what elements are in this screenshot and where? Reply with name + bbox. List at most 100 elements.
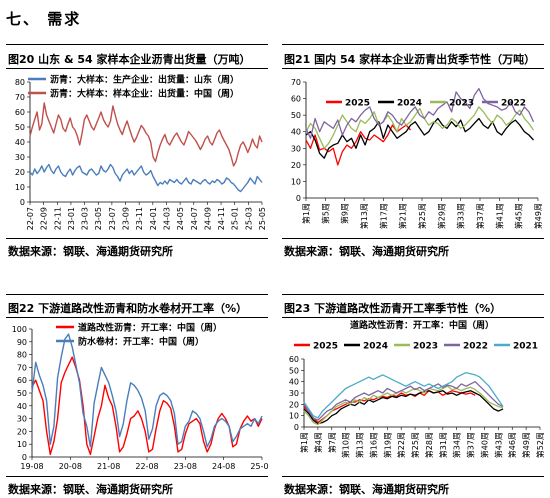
x-tick-label: 第16周 [368,432,378,458]
legend-label-1: 防水卷材：开工率：中国（周） [78,336,204,348]
y-tick-label: 60 [17,376,27,385]
legend-label-1: 2024 [363,342,388,352]
panel4-mid-rule [282,317,544,318]
panel1-source: 数据来源：钢联、海通期货研究所 [8,245,173,258]
x-tick-label: 24-08 [212,462,235,471]
x-tick-label: 第28周 [424,432,434,458]
x-tick-label: 21-08 [97,462,120,471]
chart-shipments-shandong-china: 0 10 20 30 40 50 60 70 80 22-07 22-09 22-11 23-01 23-… [15,74,267,231]
section-title: 七、 需求 [6,10,82,28]
x-tick-label: 23-09 [122,207,131,230]
y-tick-label: 40 [289,378,299,387]
y-tick-label: 80 [17,351,27,360]
series-line-2 [303,385,504,426]
x-tick-label: 第25周 [417,203,427,229]
y-tick-label: 30 [15,153,25,162]
x-tick-label: 第25周 [410,432,420,458]
x-tick-label: 第19周 [382,432,392,458]
chart-header: 道路改性沥青：开工率：中国（周） [350,319,494,331]
y-tick-label: 10 [17,440,27,449]
x-tick-label: 22-11 [53,207,62,230]
x-tick-label: 第49周 [521,432,531,458]
x-tick-label: 第17周 [378,203,388,229]
legend-label-2: 2023 [449,99,474,109]
x-tick-label: 第29周 [436,203,446,229]
x-tick-label: 22-08 [135,462,158,471]
legend-label-1: 2024 [397,99,422,109]
y-tick-label: 0 [20,198,25,207]
panel2-title: 图21 国内 54 家样本企业沥青出货季节性（万吨） [284,53,536,66]
legend-label-0: 2025 [313,342,338,352]
x-tick-label: 24-05 [176,207,185,230]
x-tick-label: 第13周 [359,203,369,229]
x-tick-label: 22-07 [26,207,35,230]
panel1-top-rule [6,44,268,45]
x-tick-label: 24-03 [162,207,171,230]
x-tick-label: 23-01 [67,207,76,230]
series-line-0 [29,163,263,193]
legend-label-0: 2025 [345,99,370,109]
x-tick-label: 第1周 [301,203,311,224]
x-tick-label: 第7周 [327,432,337,453]
y-tick-label: 60 [291,95,301,104]
x-tick-label: 23-05 [94,207,103,230]
y-tick-label: 10 [291,177,301,186]
x-tick-label: 24-07 [190,207,199,230]
x-tick-label: 第22周 [396,432,406,458]
x-tick-label: 23-07 [108,207,117,230]
x-tick-label: 第49周 [533,203,543,229]
x-tick-label: 22-09 [40,207,49,230]
y-tick-label: 0 [294,423,299,432]
y-tick-label: 60 [15,108,25,117]
series-line-0 [305,124,412,166]
x-tick-label: 第34周 [452,432,462,458]
legend-label-2: 2023 [413,342,438,352]
legend-label-4: 2021 [513,342,538,352]
y-tick-label: 40 [291,128,301,137]
x-tick-label: 19-08 [20,462,43,471]
panel3-mid-rule [6,317,268,318]
panel2-top-rule [282,44,544,45]
y-tick-label: 50 [15,123,25,132]
series-line-1 [31,333,263,448]
x-tick-label: 第45周 [514,203,524,229]
y-tick-label: 70 [17,363,27,372]
y-tick-label: 40 [17,402,27,411]
series-line-1 [303,390,504,425]
x-tick-label: 24-11 [217,207,226,230]
y-tick-label: 30 [289,389,299,398]
panel3-top-rule [6,294,268,295]
x-tick-label: 25-08 [250,462,268,471]
y-tick-label: 70 [291,78,301,87]
y-tick-label: 0 [296,194,301,203]
y-tick-label: 0 [22,453,27,462]
x-tick-label: 25-05 [258,207,267,230]
y-tick-label: 20 [289,400,299,409]
y-tick-label: 50 [291,111,301,120]
y-tick-label: 40 [15,138,25,147]
y-tick-label: 80 [15,78,25,87]
y-tick-label: 100 [12,325,27,334]
series-line-2 [305,106,535,149]
x-tick-label: 24-09 [203,207,212,230]
panel1-mid-rule [6,68,268,69]
x-tick-label: 第37周 [466,432,476,458]
panel2-bottom-rule [282,238,544,239]
x-tick-label: 25-03 [244,207,253,230]
x-tick-label: 20-08 [59,462,82,471]
panel3-title: 图22 下游道路改性沥青和防水卷材开工率（%） [8,302,248,315]
x-tick-label: 25-01 [231,207,240,230]
panel2-mid-rule [282,68,544,69]
x-tick-label: 第43周 [493,432,503,458]
x-tick-label: 第5周 [320,203,330,224]
x-tick-label: 第40周 [479,432,489,458]
x-tick-label: 第31周 [438,432,448,458]
panel4-bottom-rule [282,476,544,477]
y-tick-label: 30 [17,415,27,424]
x-tick-label: 第21周 [398,203,408,229]
series-line-3 [303,381,504,421]
legend-label-3: 2022 [501,99,526,109]
series-line-3 [305,87,535,139]
panel3-bottom-rule [6,476,268,477]
x-tick-label: 第10周 [341,432,351,458]
